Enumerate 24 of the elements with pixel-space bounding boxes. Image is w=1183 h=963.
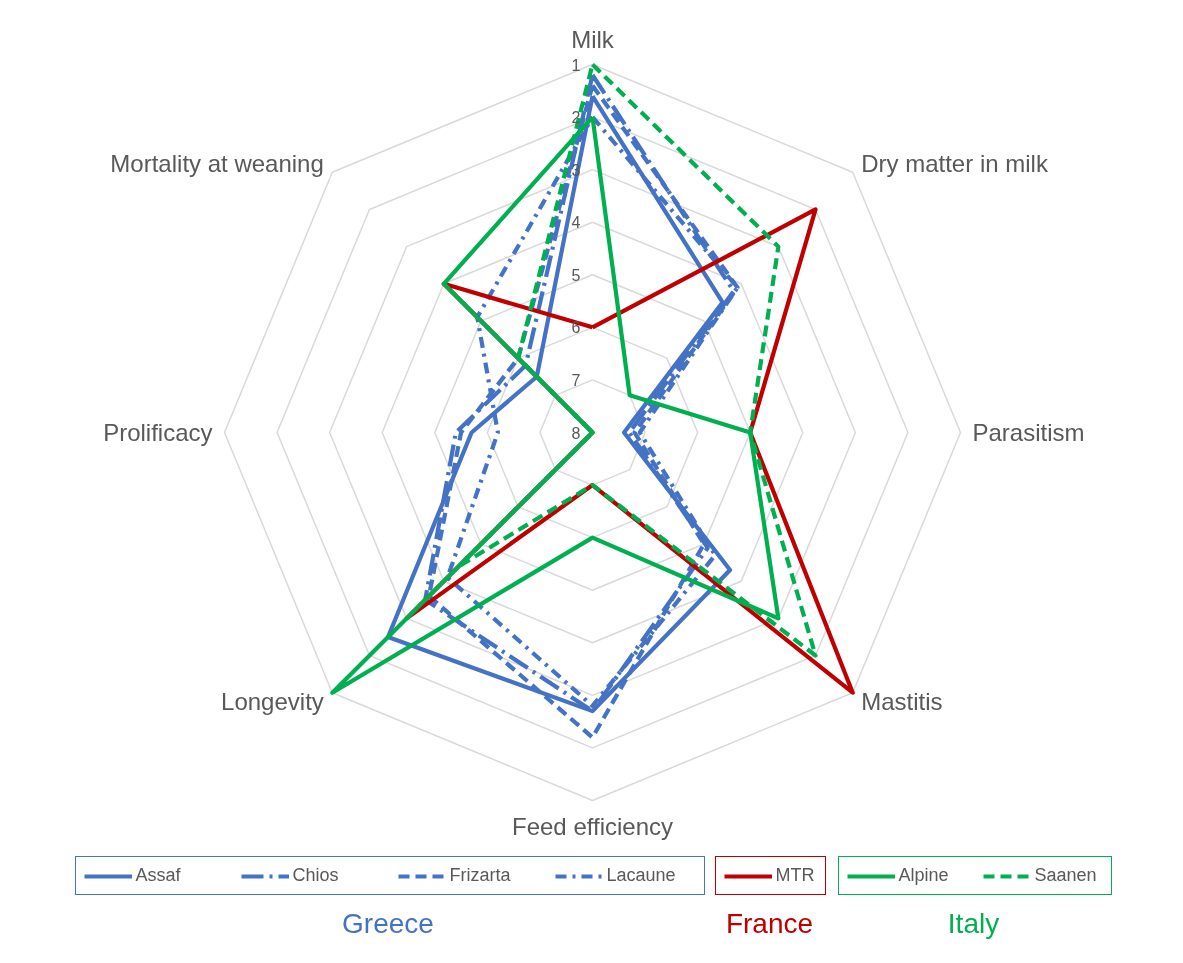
legend-label: Chios <box>292 865 340 886</box>
legend-label: Saanen <box>1034 865 1098 886</box>
legend-label: MTR <box>775 865 816 886</box>
spoke-label: Mortality at weaning <box>110 150 324 178</box>
y-tick-label: 7 <box>571 371 581 389</box>
y-tick-label: 1 <box>571 56 581 74</box>
legend-label: Lacaune <box>606 865 677 886</box>
text: Italy <box>947 907 1000 939</box>
legend-label: Alpine <box>898 865 950 886</box>
text: France <box>725 907 814 939</box>
y-tick-label: 2 <box>571 109 581 127</box>
legend-label: Frizarta <box>449 865 512 886</box>
spoke-label: Milk <box>571 25 615 53</box>
spoke-label: Mastitis <box>861 687 943 715</box>
spoke-label: Parasitism <box>972 419 1085 446</box>
text: Greece <box>342 907 434 939</box>
y-tick-label: 8 <box>571 424 581 442</box>
spoke-label: Feed efficiency <box>512 812 673 840</box>
y-tick-label: 4 <box>571 214 581 232</box>
spoke-label: Prolificacy <box>103 419 213 446</box>
spoke-label: Longevity <box>221 687 324 715</box>
y-tick-label: 5 <box>571 266 581 284</box>
spoke-label: Dry matter in milk <box>861 150 1049 178</box>
legend-label: Assaf <box>135 865 182 886</box>
